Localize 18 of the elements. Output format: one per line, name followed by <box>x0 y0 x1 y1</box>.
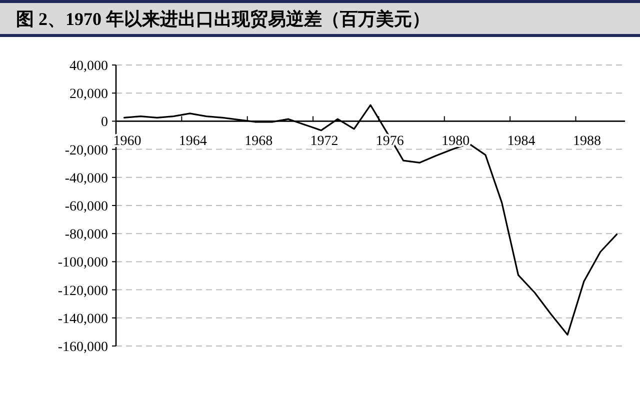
x-tick-label: 1984 <box>507 134 536 150</box>
y-tick-label: 0 <box>101 115 108 130</box>
y-tick-label: -120,000 <box>58 284 108 299</box>
y-tick-label: -160,000 <box>58 340 108 355</box>
x-tick-label: 1988 <box>572 134 601 150</box>
y-tick-label: -80,000 <box>64 228 108 243</box>
title: 图 2、1970 年以来进出口出现贸易逆差（百万美元） <box>16 9 430 29</box>
y-tick-label: 40,000 <box>70 59 108 74</box>
y-tick-label: -20,000 <box>64 143 108 158</box>
y-tick-label: -60,000 <box>64 200 108 214</box>
y-tick-label: -140,000 <box>58 312 108 327</box>
y-tick-label: -100,000 <box>58 256 108 271</box>
x-tick-label: 1980 <box>442 134 470 150</box>
x-tick-label: 1964 <box>178 134 207 150</box>
y-tick-label: 20,000 <box>70 87 108 102</box>
y-tick-label: -40,000 <box>64 171 108 186</box>
x-tick-label: 1968 <box>244 134 273 150</box>
x-tick-label: 1972 <box>310 134 338 150</box>
